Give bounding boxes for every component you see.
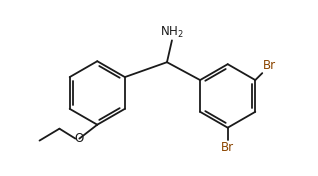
Text: NH$_2$: NH$_2$	[160, 25, 184, 40]
Text: Br: Br	[221, 141, 234, 154]
Text: Br: Br	[263, 59, 276, 72]
Text: O: O	[75, 132, 84, 145]
